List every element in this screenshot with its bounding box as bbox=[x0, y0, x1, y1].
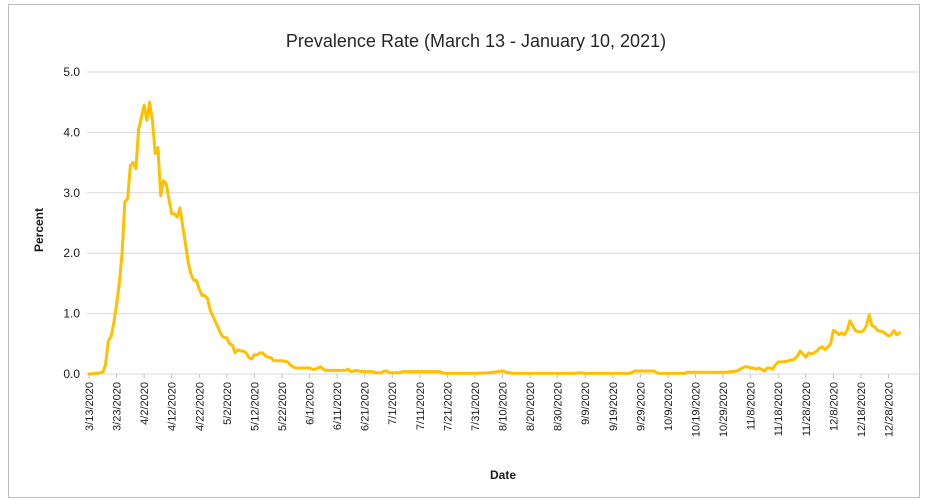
x-tick-label: 4/2/2020 bbox=[139, 382, 151, 425]
x-tick-marks bbox=[88, 374, 889, 378]
x-tick-label: 9/9/2020 bbox=[580, 382, 592, 425]
x-tick-label: 5/2/2020 bbox=[222, 382, 234, 425]
y-tick-label: 0.0 bbox=[63, 367, 80, 381]
x-tick-label: 6/11/2020 bbox=[332, 382, 344, 430]
x-tick-label: 5/22/2020 bbox=[277, 382, 289, 431]
x-tick-label: 11/28/2020 bbox=[801, 382, 813, 436]
x-tick-label: 6/21/2020 bbox=[360, 382, 372, 431]
x-tick-label: 10/29/2020 bbox=[718, 382, 730, 437]
x-tick-label: 3/23/2020 bbox=[112, 382, 124, 431]
x-tick-label: 10/9/2020 bbox=[663, 382, 675, 431]
x-tick-label: 8/30/2020 bbox=[553, 382, 565, 431]
x-tick-label: 5/12/2020 bbox=[249, 382, 261, 431]
y-tick-label: 1.0 bbox=[63, 307, 80, 321]
x-tick-label: 12/8/2020 bbox=[828, 382, 840, 431]
y-tick-label: 5.0 bbox=[63, 65, 80, 79]
prevalence-series-line bbox=[87, 100, 901, 376]
x-tick-label: 3/13/2020 bbox=[84, 382, 96, 431]
y-tick-label: 3.0 bbox=[63, 186, 80, 200]
x-tick-label: 11/8/2020 bbox=[746, 382, 758, 430]
x-tick-label: 9/29/2020 bbox=[635, 382, 647, 431]
chart-title: Prevalence Rate (March 13 - January 10, … bbox=[286, 31, 666, 51]
gridlines bbox=[87, 71, 919, 315]
x-tick-label: 10/19/2020 bbox=[690, 382, 702, 437]
y-tick-label: 4.0 bbox=[63, 125, 80, 139]
x-tick-label: 12/28/2020 bbox=[883, 382, 895, 437]
x-tick-label: 7/1/2020 bbox=[387, 382, 399, 425]
x-tick-labels: 3/13/2020 3/23/2020 4/2/2020 4/12/2020 4/22/… bbox=[84, 382, 895, 437]
x-tick-label: 6/1/2020 bbox=[305, 382, 317, 425]
x-tick-label: 12/18/2020 bbox=[856, 382, 868, 437]
x-tick-label: 7/31/2020 bbox=[470, 382, 482, 431]
x-tick-label: 7/21/2020 bbox=[442, 382, 454, 431]
y-tick-label: 2.0 bbox=[63, 246, 80, 260]
x-tick-label: 11/18/2020 bbox=[773, 382, 785, 436]
x-tick-label: 9/19/2020 bbox=[608, 382, 620, 431]
y-axis-label: Percent bbox=[32, 208, 46, 252]
x-tick-label: 8/20/2020 bbox=[525, 382, 537, 431]
chart-frame bbox=[8, 4, 920, 498]
x-tick-label: 4/12/2020 bbox=[167, 382, 179, 431]
y-tick-labels: 0.0 1.0 2.0 3.0 4.0 5.0 bbox=[63, 65, 80, 381]
x-tick-label: 8/10/2020 bbox=[498, 382, 510, 431]
x-tick-label: 7/11/2020 bbox=[415, 382, 427, 430]
x-axis-label: Date bbox=[490, 468, 516, 482]
x-tick-label: 4/22/2020 bbox=[194, 382, 206, 431]
